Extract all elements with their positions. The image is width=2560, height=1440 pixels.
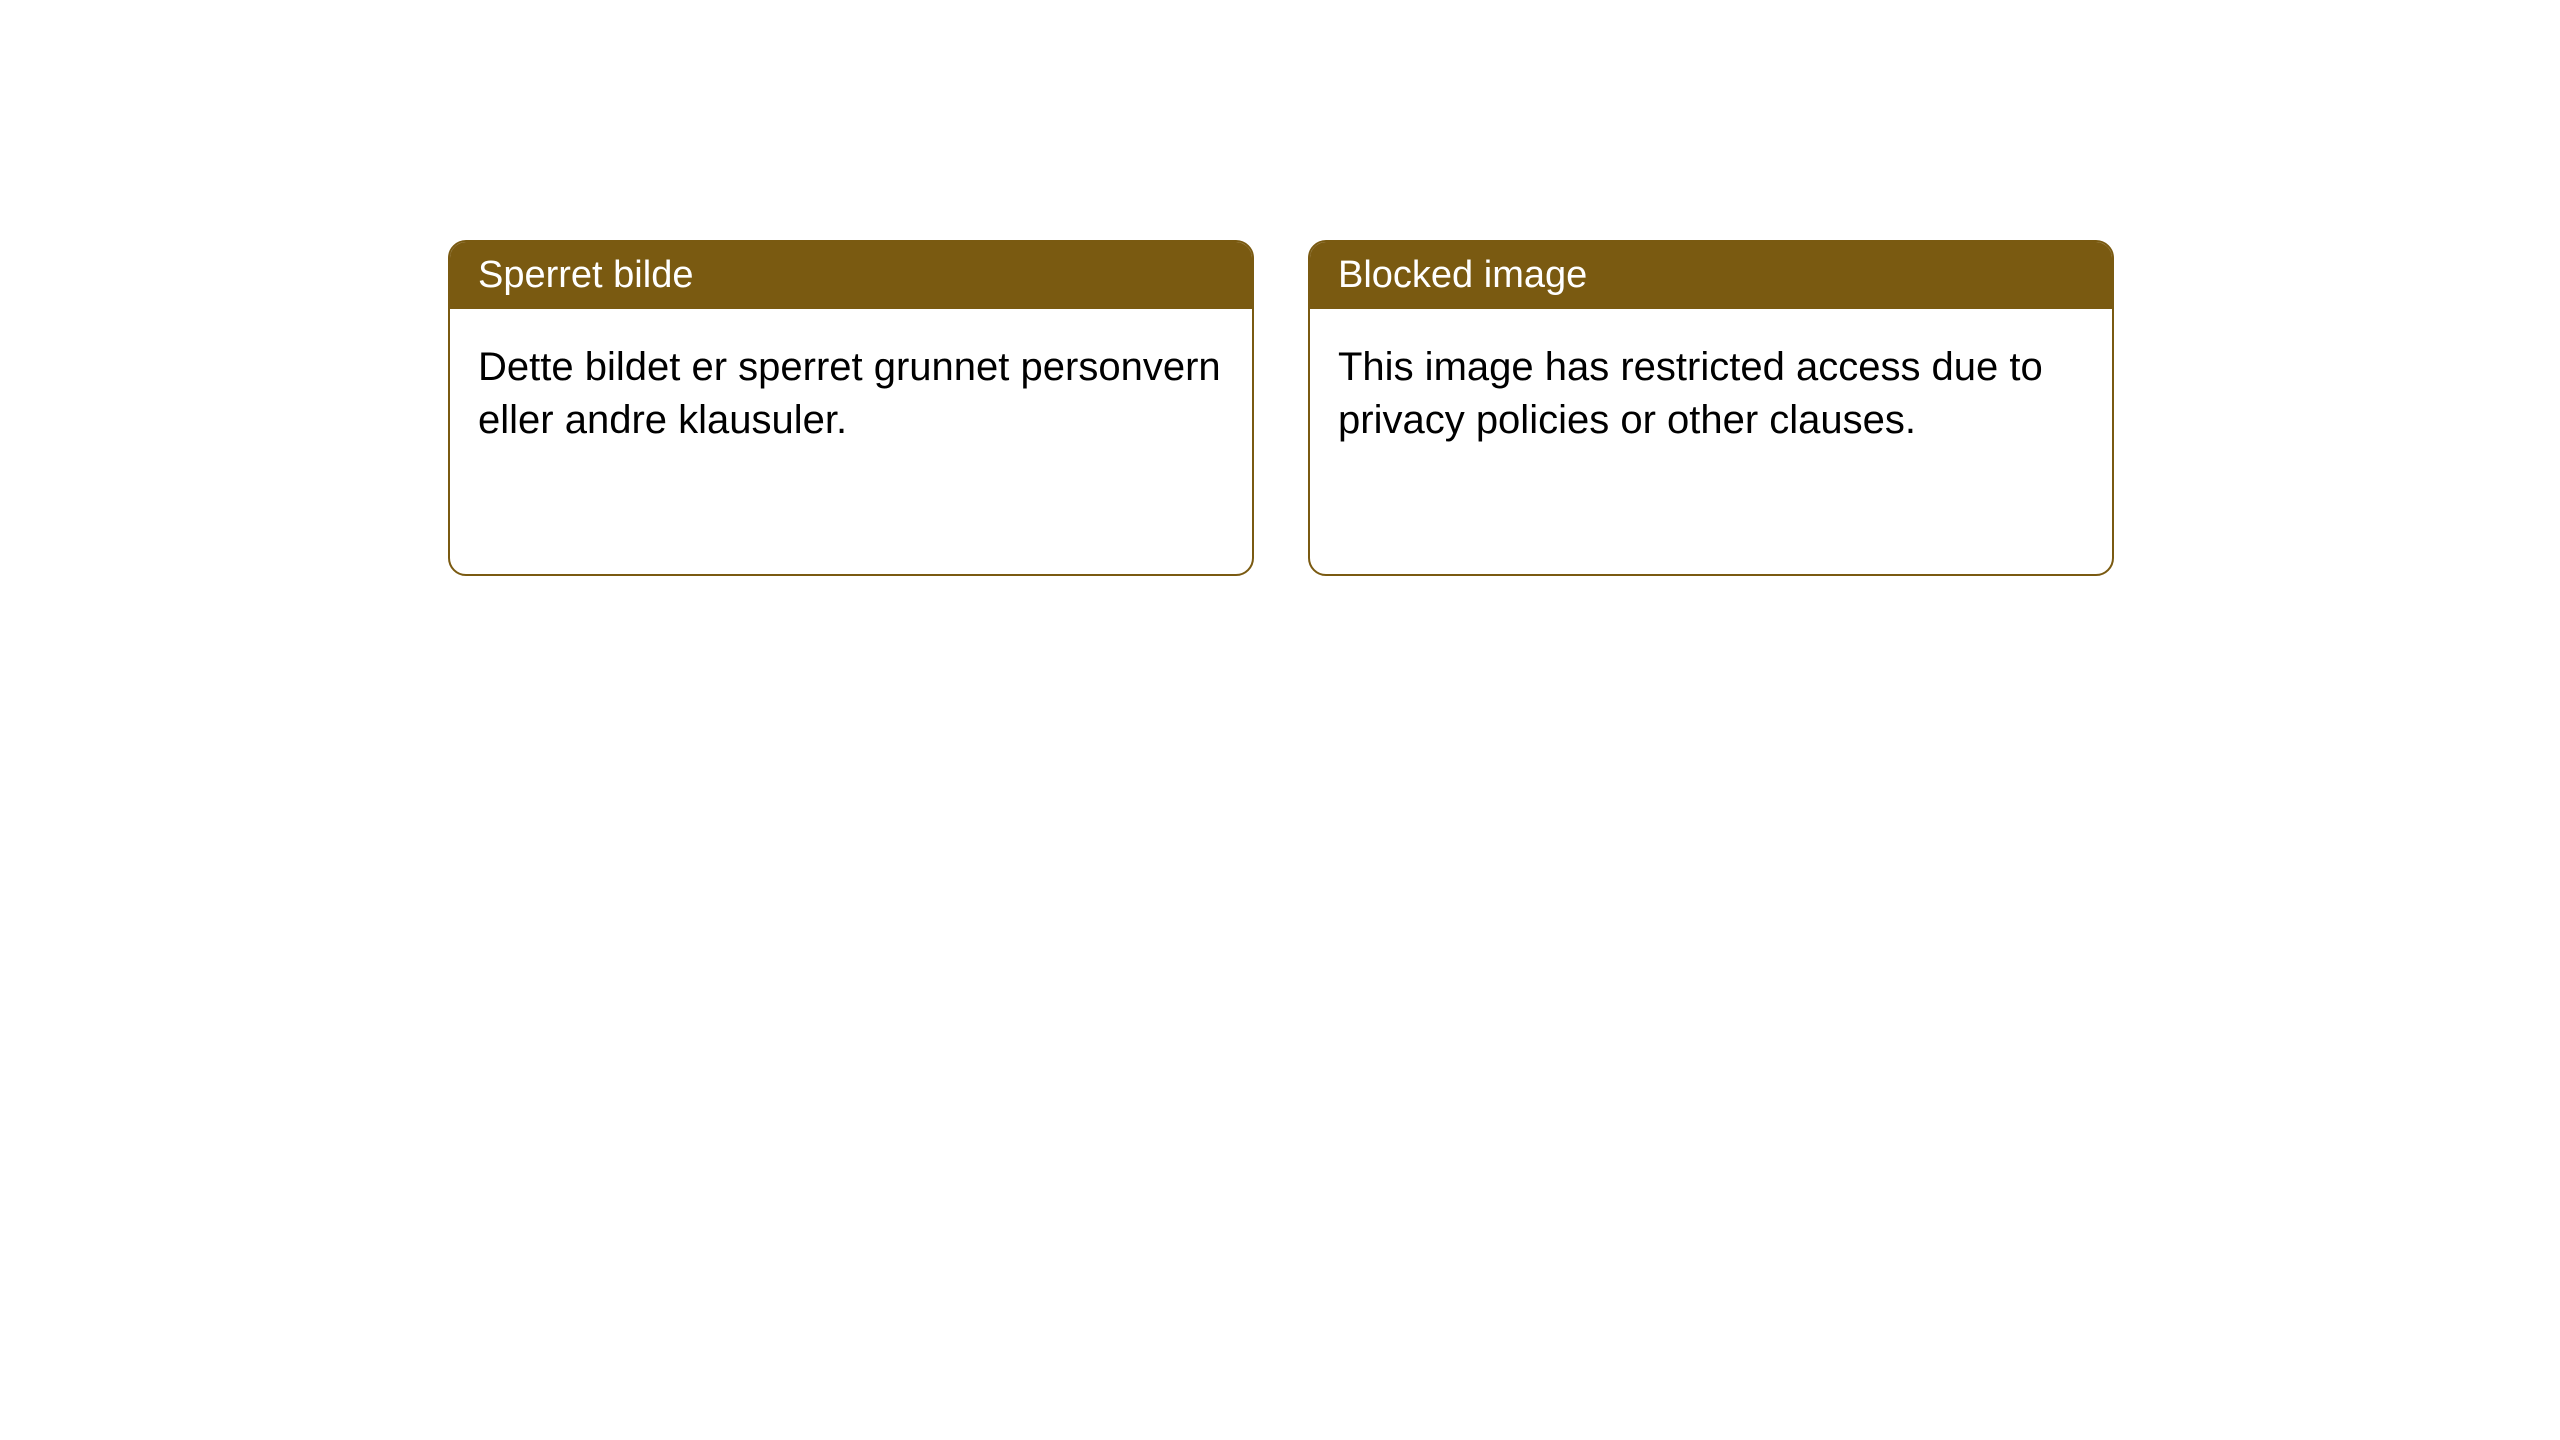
card-body: This image has restricted access due to … xyxy=(1310,309,2112,479)
card-header: Sperret bilde xyxy=(450,242,1252,309)
card-title: Blocked image xyxy=(1338,254,1587,296)
notice-card-english: Blocked image This image has restricted … xyxy=(1308,240,2114,576)
card-body-text: This image has restricted access due to … xyxy=(1338,345,2043,442)
notice-card-norwegian: Sperret bilde Dette bildet er sperret gr… xyxy=(448,240,1254,576)
card-body: Dette bildet er sperret grunnet personve… xyxy=(450,309,1252,479)
card-header: Blocked image xyxy=(1310,242,2112,309)
notice-container: Sperret bilde Dette bildet er sperret gr… xyxy=(448,240,2114,576)
card-title: Sperret bilde xyxy=(478,254,693,296)
card-body-text: Dette bildet er sperret grunnet personve… xyxy=(478,345,1221,442)
